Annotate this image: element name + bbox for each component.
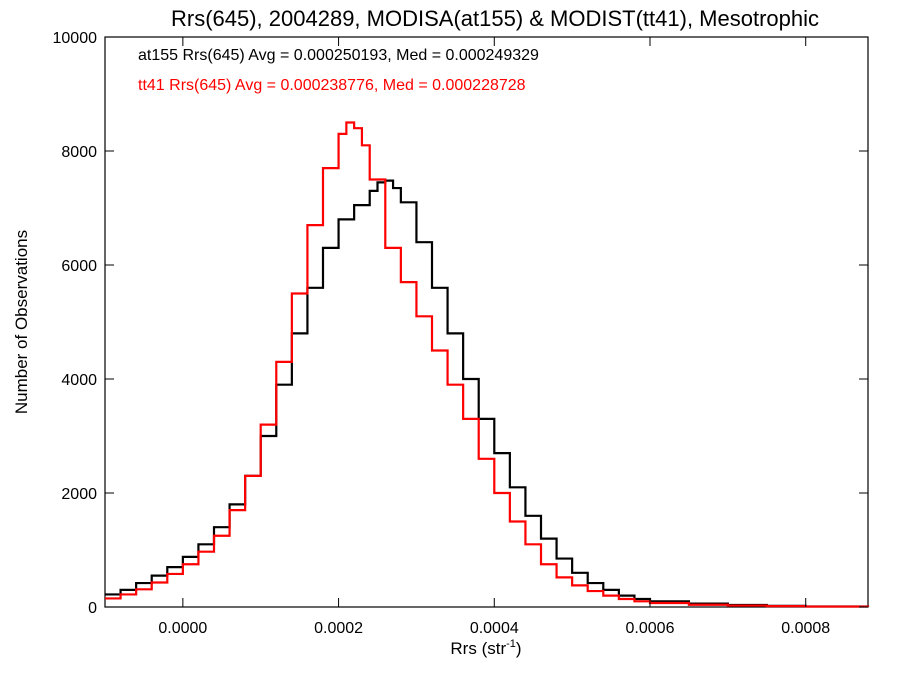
x-axis-label-suffix: ): [516, 639, 522, 658]
y-axis-ticks: 0 2000 4000 6000 8000 10000: [53, 30, 868, 617]
y-axis-label: Number of Observations: [12, 230, 31, 414]
chart-title: Rrs(645), 2004289, MODISA(at155) & MODIS…: [171, 6, 819, 31]
x-tick-label: 0.0002: [314, 620, 363, 637]
y-tick-label: 2000: [61, 486, 97, 503]
legend: at155 Rrs(645) Avg = 0.000250193, Med = …: [138, 47, 539, 94]
x-axis-label: Rrs (str-1): [450, 638, 521, 658]
y-tick-label: 4000: [61, 372, 97, 389]
x-tick-label: 0.0000: [158, 620, 207, 637]
x-tick-label: 0.0004: [470, 620, 519, 637]
y-tick-label: 8000: [61, 144, 97, 161]
plot-frame: [104, 36, 869, 608]
x-axis-label-superscript: -1: [506, 638, 516, 650]
legend-entry-1: tt41 Rrs(645) Avg = 0.000238776, Med = 0…: [138, 77, 526, 94]
x-axis-ticks: 0.0000 0.0002 0.0004 0.0006 0.0008: [158, 37, 830, 637]
legend-entry-0: at155 Rrs(645) Avg = 0.000250193, Med = …: [138, 47, 539, 64]
x-tick-label: 0.0006: [626, 620, 675, 637]
y-tick-label: 6000: [61, 258, 97, 275]
x-tick-label: 0.0008: [781, 620, 830, 637]
x-axis-label-text: Rrs (str: [450, 639, 506, 658]
y-tick-label: 0: [88, 600, 97, 617]
histogram-series-0: [105, 179, 870, 608]
y-tick-label: 10000: [53, 30, 98, 47]
histogram-series-1: [105, 121, 870, 608]
series-group: [105, 121, 870, 608]
